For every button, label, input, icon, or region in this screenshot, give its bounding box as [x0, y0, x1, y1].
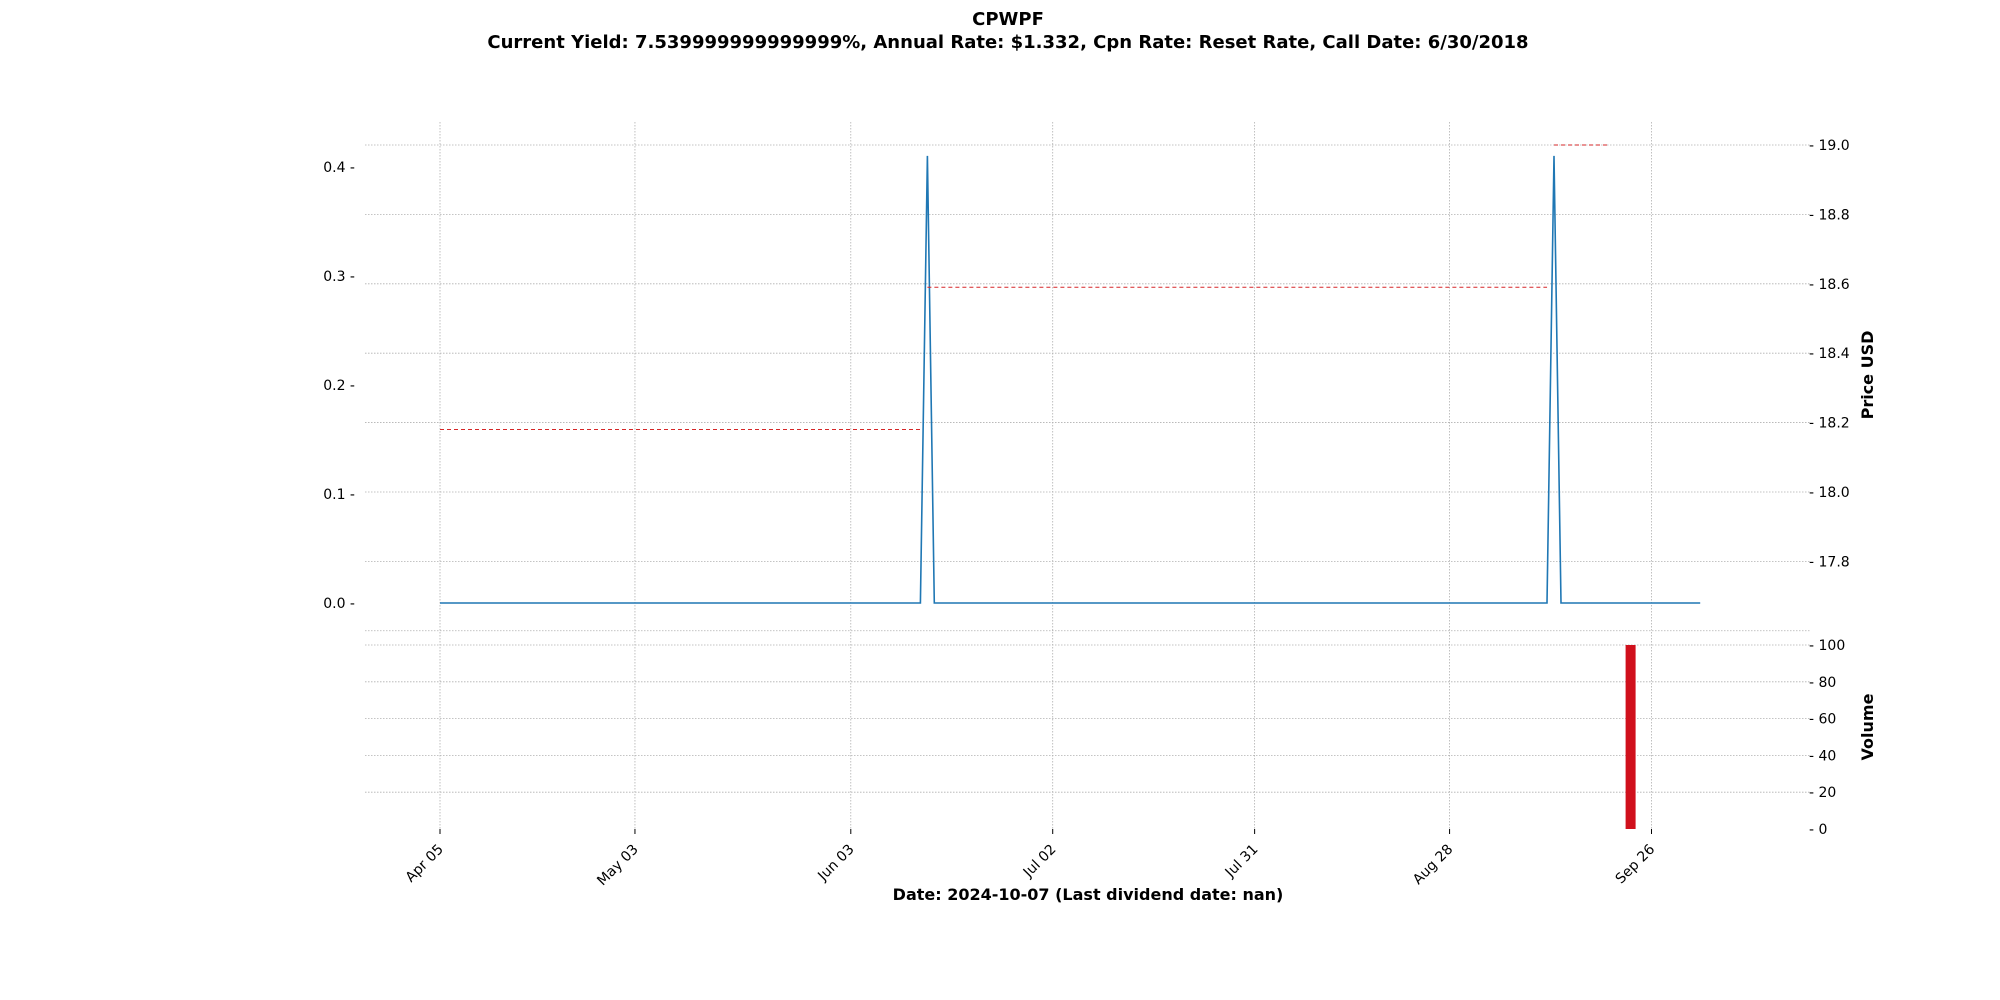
x-tick-label: May 03 [594, 842, 642, 890]
grid-lines [365, 122, 1810, 829]
price-tick-label: - 17.8 [1809, 554, 1850, 570]
x-tick-label: Apr 05 [403, 842, 447, 886]
price-tick-label: - 18.6 [1809, 277, 1850, 293]
left-tick-label: 0.1 - [323, 487, 355, 503]
left-tick-label: 0.2 - [323, 378, 355, 394]
x-tick-label: Aug 28 [1410, 842, 1456, 888]
dividend-series-line [440, 155, 1701, 604]
x-tick-label: Jul 31 [1222, 842, 1262, 882]
series-layer [440, 144, 1701, 604]
volume-tick-label: - 60 [1809, 712, 1836, 728]
price-tick-label: - 18.8 [1809, 207, 1850, 223]
volume-tick-label: - 40 [1809, 748, 1836, 764]
price-tick-label: - 18.4 [1809, 346, 1850, 362]
price-tick-label: - 18.2 [1809, 416, 1850, 432]
volume-bar [1625, 645, 1636, 829]
volume-axis-title: Volume [1858, 693, 1877, 760]
volume-tick-label: - 100 [1809, 638, 1845, 654]
left-tick-label: 0.4 - [323, 160, 355, 176]
volume-tick-label: - 80 [1809, 675, 1836, 691]
volume-tick-label: - 0 [1809, 822, 1827, 838]
left-tick-label: 0.3 - [323, 269, 355, 285]
x-axis-title: Date: 2024-10-07 (Last dividend date: na… [893, 885, 1284, 904]
price-tick-label: - 18.0 [1809, 485, 1850, 501]
axis-layer: Apr 05 May 03 Jun 03 Jul 02 Jul 31 Aug 28 Sep … [323, 138, 1850, 889]
volume-layer [1625, 645, 1636, 829]
x-tick-label: Sep 26 [1613, 841, 1659, 887]
chart-subtitle: Current Yield: 7.539999999999999%, Annua… [487, 32, 1528, 53]
price-axis-title: Price USD [1858, 331, 1877, 420]
left-tick-label: 0.0 - [323, 596, 355, 612]
x-tick-label: Jun 03 [814, 842, 857, 885]
x-tick-label: Jul 02 [1020, 842, 1060, 882]
price-tick-label: - 19.0 [1809, 138, 1850, 154]
volume-tick-label: - 20 [1809, 785, 1836, 801]
chart-title: CPWPF [972, 9, 1044, 30]
